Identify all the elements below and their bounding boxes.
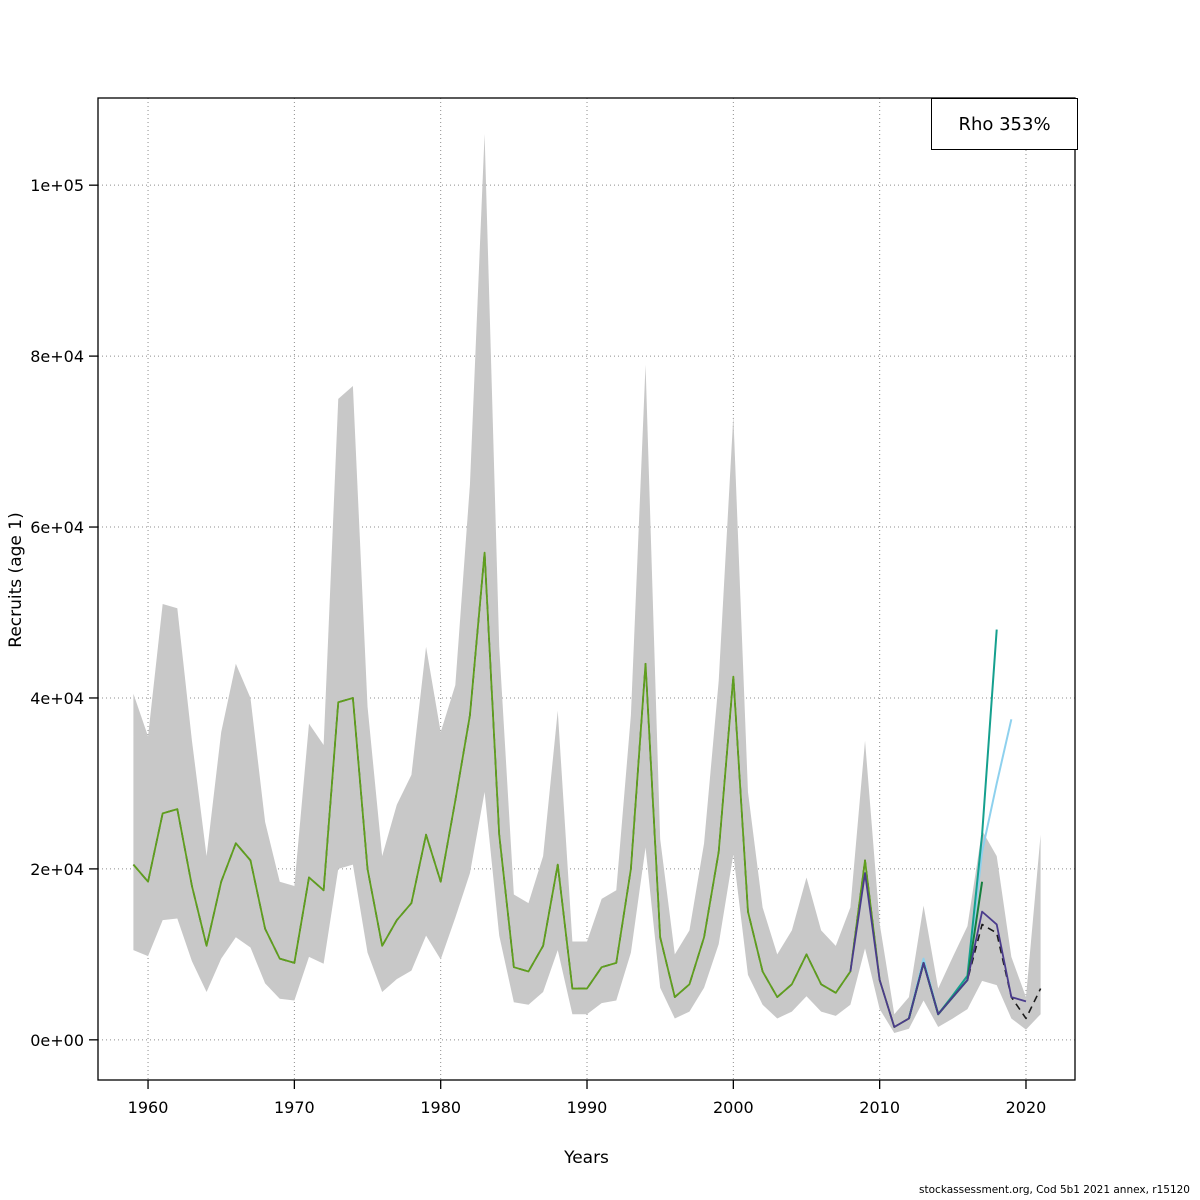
x-tick-label: 2010 [859, 1098, 900, 1117]
x-tick-label: 1980 [420, 1098, 461, 1117]
y-tick-label: 2e+04 [30, 860, 84, 879]
y-tick-label: 0e+00 [30, 1031, 84, 1050]
y-tick-label: 1e+05 [30, 176, 84, 195]
y-axis-title: Recruits (age 1) [6, 512, 26, 648]
series-peel-2020 [849, 872, 1027, 1028]
y-tick-label: 6e+04 [30, 518, 84, 537]
x-tick-label: 1990 [567, 1098, 608, 1117]
x-axis-title: Years [564, 1148, 609, 1168]
source-footer: stockassessment.org, Cod 5b1 2021 annex,… [919, 1184, 1190, 1196]
confidence-band [133, 133, 1041, 1033]
rho-legend-box: Rho 353% [931, 98, 1078, 150]
x-tick-label: 1960 [128, 1098, 169, 1117]
x-tick-label: 1970 [274, 1098, 315, 1117]
y-tick-label: 8e+04 [30, 347, 84, 366]
x-tick-label: 2000 [713, 1098, 754, 1117]
rho-legend-label: Rho 353% [958, 113, 1051, 135]
series-final-run [132, 551, 969, 1028]
y-tick-label: 4e+04 [30, 689, 84, 708]
x-tick-label: 2020 [1006, 1098, 1047, 1117]
